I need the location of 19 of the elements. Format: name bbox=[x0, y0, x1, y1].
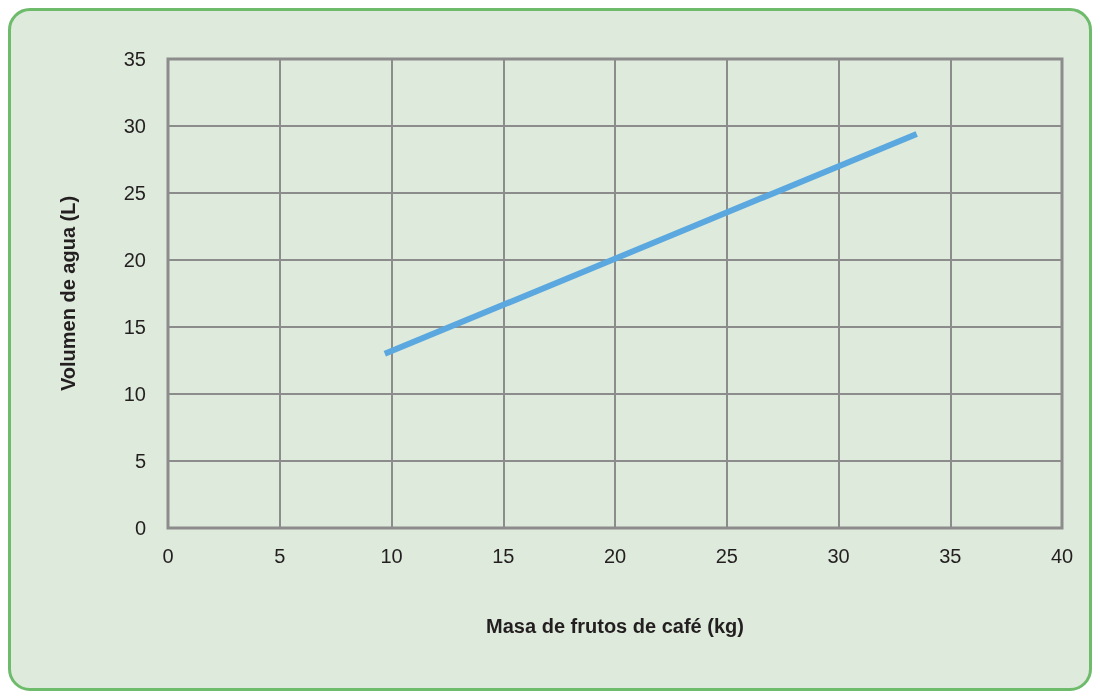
x-tick-label: 20 bbox=[603, 545, 627, 567]
x-tick-label: 15 bbox=[492, 545, 515, 567]
y-axis-title: Volumen de agua (L) bbox=[57, 195, 79, 392]
y-tick-label: 0 bbox=[134, 517, 146, 539]
y-tick-label: 5 bbox=[134, 450, 146, 472]
y-tick-label: 25 bbox=[123, 182, 146, 204]
y-tick-label: 10 bbox=[123, 383, 146, 405]
x-tick-label: 5 bbox=[274, 545, 286, 567]
x-tick-label: 30 bbox=[827, 545, 850, 567]
x-tick-label: 35 bbox=[939, 545, 962, 567]
y-tick-label: 20 bbox=[123, 249, 146, 271]
y-tick-label: 15 bbox=[123, 316, 146, 338]
x-tick-label: 0 bbox=[162, 545, 174, 567]
x-tick-label: 10 bbox=[380, 545, 403, 567]
x-axis-title: Masa de frutos de café (kg) bbox=[486, 615, 744, 637]
x-tick-label: 25 bbox=[715, 545, 738, 567]
y-tick-label: 30 bbox=[123, 115, 146, 137]
x-tick-label: 40 bbox=[1050, 545, 1074, 567]
y-tick-label: 35 bbox=[123, 48, 146, 70]
